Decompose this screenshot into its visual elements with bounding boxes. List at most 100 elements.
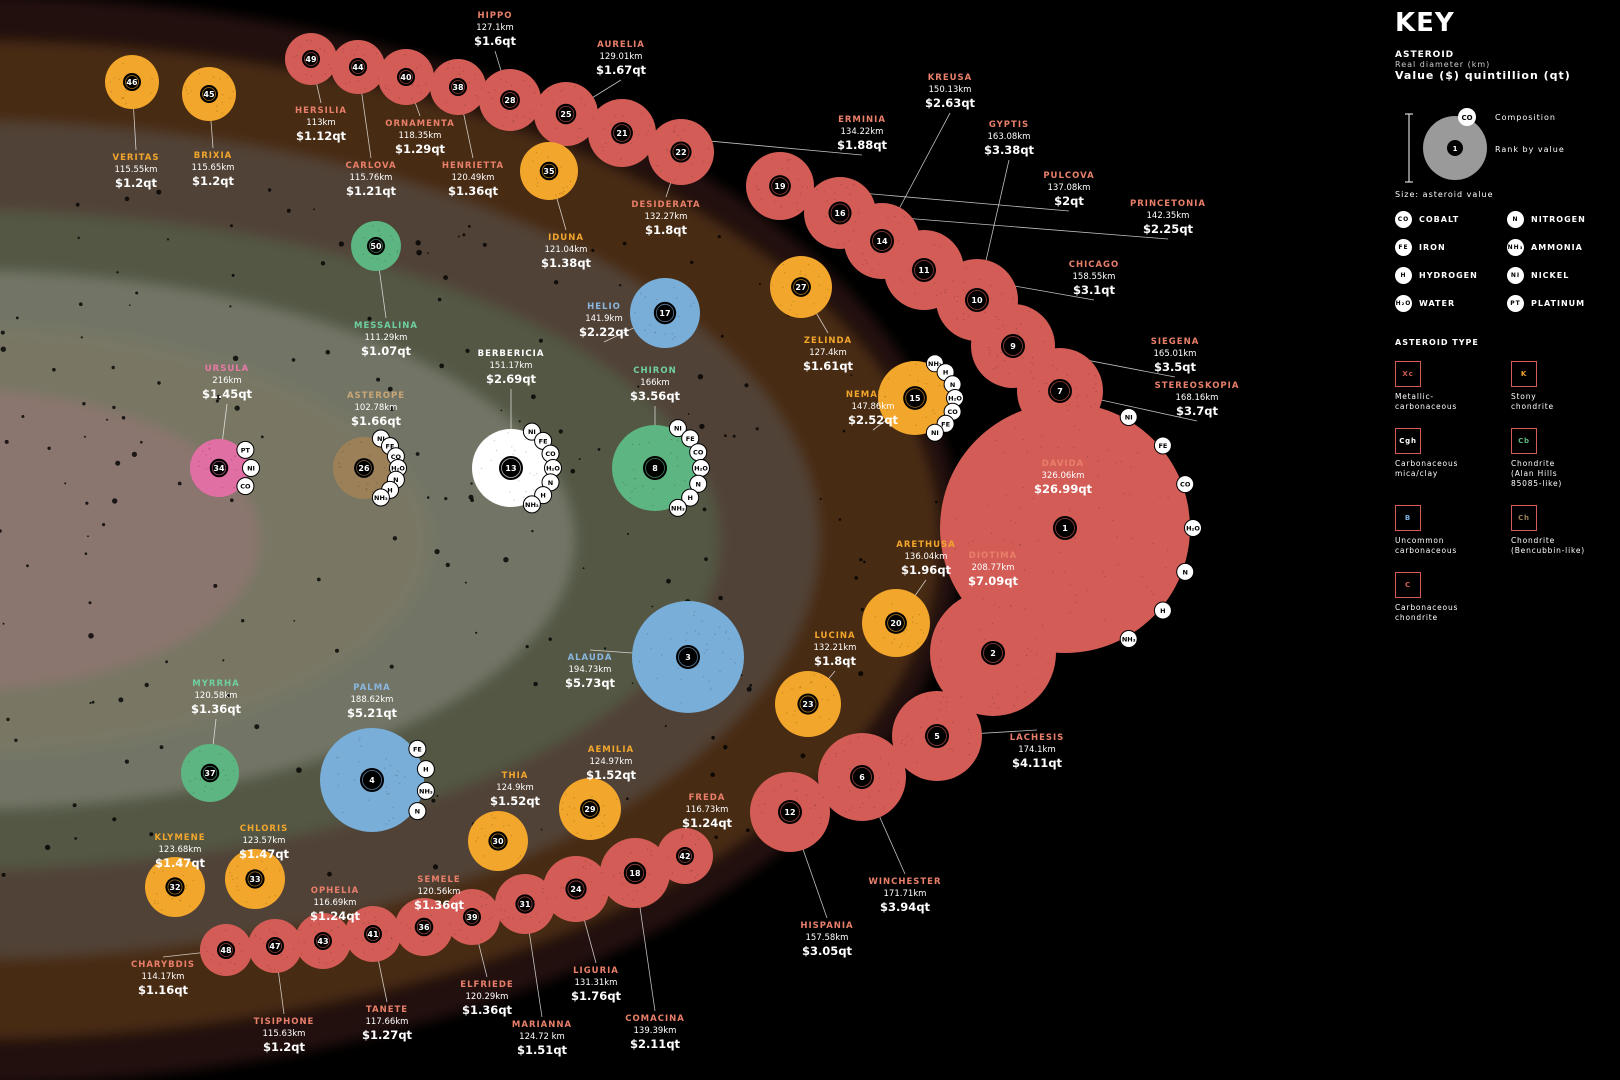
rank-ring (645, 458, 665, 478)
texture-dot (1159, 496, 1161, 498)
rank-label: 40 (400, 73, 412, 82)
texture-dot (286, 956, 288, 958)
rank-label: 4 (369, 776, 375, 785)
texture-dot (676, 439, 679, 442)
texture-dot (1075, 594, 1078, 596)
rank-dot (354, 458, 374, 478)
dust-dot (711, 735, 715, 740)
rank-ring (399, 70, 413, 84)
texture-dot (796, 202, 798, 204)
texture-dot (878, 263, 880, 265)
texture-dot (388, 820, 390, 822)
texture-dot (1167, 496, 1170, 498)
texture-dot (1026, 451, 1028, 453)
texture-dot (524, 439, 526, 441)
key-comp-name: NITROGEN (1531, 215, 1586, 224)
texture-dot (604, 142, 607, 145)
asteroid-diameter: 136.04km (905, 552, 948, 562)
texture-dot (968, 728, 970, 731)
texture-dot (153, 872, 155, 874)
dust-dot (755, 427, 759, 431)
texture-dot (584, 103, 586, 105)
dust-dot (462, 233, 466, 237)
texture-dot (1032, 377, 1035, 380)
texture-dot (509, 491, 511, 493)
composition-pt: PT (236, 440, 255, 459)
composition-code: CO (240, 483, 251, 491)
texture-dot (956, 300, 958, 303)
texture-dot (645, 133, 647, 135)
rank-dot (653, 301, 677, 325)
composition-ni: NI (668, 419, 687, 438)
texture-dot (925, 383, 928, 385)
texture-dot (481, 905, 483, 908)
texture-dot (518, 480, 520, 482)
texture-dot (392, 806, 394, 808)
dust-dot (367, 316, 372, 321)
rank-label: 11 (918, 266, 930, 275)
asteroid-name: DAVIDA (1042, 459, 1084, 469)
texture-dot (362, 253, 364, 255)
rank-ring (927, 726, 947, 746)
asteroid-name: THIA (502, 771, 529, 781)
key-type-cgh: Cgh Carbonaceous mica/clay (1395, 428, 1511, 489)
texture-dot (849, 741, 851, 744)
texture-dot (991, 298, 993, 300)
texture-dot (1120, 461, 1123, 463)
dust-dot (267, 188, 272, 192)
texture-dot (1152, 542, 1155, 545)
rank-label: 1 (1062, 524, 1068, 533)
texture-dot (580, 97, 583, 100)
texture-dot (1030, 371, 1032, 373)
texture-dot (372, 225, 374, 227)
composition-code: N (1182, 568, 1187, 576)
texture-dot (693, 614, 695, 617)
texture-dot (683, 129, 686, 131)
key-comp-dot: NH₃ (1507, 239, 1524, 256)
asteroid-name: GYPTIS (989, 120, 1029, 130)
texture-dot (698, 633, 700, 635)
texture-dot (900, 742, 902, 745)
texture-dot (297, 941, 300, 943)
dust-dot (626, 797, 629, 800)
texture-dot (269, 968, 271, 970)
texture-dot (648, 873, 650, 876)
texture-dot (367, 483, 369, 485)
texture-dot (968, 753, 970, 756)
asteroid-value: $1.38qt (541, 256, 592, 270)
texture-dot (358, 761, 360, 763)
texture-dot (1023, 569, 1026, 571)
asteroid-value: $26.99qt (1034, 482, 1093, 496)
texture-dot (680, 702, 682, 704)
texture-dot (304, 941, 306, 944)
dust-dot (144, 682, 149, 688)
texture-dot (807, 263, 810, 266)
dust-dot (82, 402, 86, 406)
dust-dot (597, 448, 601, 451)
texture-dot (1102, 571, 1104, 574)
asteroid-name: ELFRIEDE (460, 980, 513, 990)
rank-ring (780, 802, 800, 822)
texture-dot (754, 173, 757, 175)
texture-dot (638, 661, 641, 663)
texture-dot (1090, 405, 1092, 408)
dust-dot (553, 280, 559, 285)
texture-dot (955, 518, 957, 520)
texture-dot (592, 118, 595, 120)
texture-dot (989, 352, 991, 355)
texture-dot (860, 789, 862, 792)
texture-dot (310, 40, 313, 42)
texture-dot (573, 807, 576, 809)
texture-dot (560, 166, 562, 168)
texture-dot (398, 97, 400, 99)
dust-dot (135, 291, 139, 295)
texture-dot (514, 449, 516, 451)
texture-dot (386, 793, 388, 795)
composition-code: NH₃ (671, 504, 685, 512)
dust-dot (838, 518, 842, 521)
composition-dot (1119, 408, 1138, 426)
texture-dot (1057, 446, 1059, 449)
